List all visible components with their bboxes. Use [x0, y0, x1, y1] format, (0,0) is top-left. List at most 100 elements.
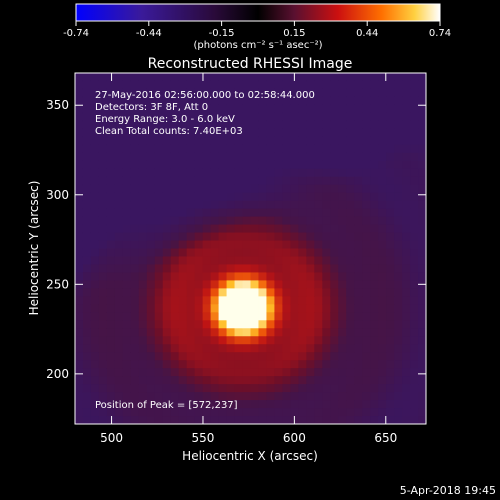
heatmap-cell: [114, 136, 124, 146]
heatmap-cell: [186, 376, 196, 385]
heatmap-cell: [90, 104, 100, 114]
heatmap-cell: [178, 184, 188, 194]
heatmap-cell: [378, 160, 387, 170]
heatmap-cell: [330, 128, 339, 138]
heatmap-cell: [106, 200, 116, 210]
heatmap-cell: [178, 320, 188, 329]
heatmap-cell: [98, 280, 108, 289]
heatmap-cell: [82, 304, 92, 313]
colorbar-units: (photons cm⁻² s⁻¹ asec⁻²): [193, 40, 322, 51]
heatmap-cell: [122, 352, 132, 361]
heatmap-cell: [322, 344, 331, 353]
heatmap-cell: [82, 288, 92, 297]
heatmap-cell: [210, 176, 220, 186]
heatmap-cell: [338, 224, 347, 234]
heatmap-cell: [266, 144, 276, 154]
heatmap-cell: [130, 80, 140, 90]
heatmap-cell: [402, 240, 411, 250]
heatmap-cell: [146, 80, 156, 90]
heatmap-cell: [282, 384, 291, 393]
heatmap-cell: [226, 368, 236, 377]
heatmap-cell: [114, 360, 124, 369]
heatmap-cell: [402, 168, 411, 178]
heatmap-cell: [298, 312, 307, 321]
heatmap-cell: [106, 296, 116, 305]
heatmap-cell: [402, 120, 411, 130]
heatmap-cell: [274, 264, 284, 274]
heatmap-cell: [146, 168, 156, 178]
heatmap-cell: [410, 256, 419, 266]
heatmap-cell: [314, 184, 323, 194]
heatmap-cell: [210, 328, 220, 337]
heatmap-cell: [330, 288, 339, 297]
heatmap-cell: [410, 296, 419, 305]
heatmap-cell: [130, 240, 140, 250]
heatmap-cell: [146, 128, 156, 138]
heatmap-cell: [130, 112, 140, 122]
heatmap-cell: [75, 96, 84, 106]
heatmap-cell: [146, 200, 156, 210]
heatmap-cell: [114, 312, 124, 321]
heatmap-cell: [242, 280, 252, 289]
heatmap-cell: [106, 280, 116, 289]
heatmap-cell: [154, 152, 164, 162]
heatmap-cell: [394, 352, 403, 361]
heatmap-cell: [218, 88, 228, 98]
heatmap-cell: [274, 224, 284, 234]
heatmap-cell: [234, 336, 244, 345]
heatmap-cell: [106, 384, 116, 393]
heatmap-cell: [170, 208, 180, 218]
heatmap-cell: [218, 192, 228, 202]
heatmap-cell: [234, 80, 244, 90]
heatmap-cell: [266, 264, 276, 274]
heatmap-cell: [274, 80, 284, 90]
heatmap-cell: [146, 280, 156, 289]
heatmap-cell: [298, 224, 307, 234]
heatmap-cell: [402, 296, 411, 305]
heatmap-cell: [378, 192, 387, 202]
heatmap-cell: [322, 80, 331, 90]
heatmap-cell: [82, 360, 92, 369]
heatmap-cell: [298, 304, 307, 313]
heatmap-cell: [130, 184, 140, 194]
heatmap-cell: [314, 192, 323, 202]
heatmap-cell: [114, 240, 124, 250]
heatmap-cell: [386, 360, 395, 369]
heatmap-cell: [282, 104, 291, 114]
heatmap-cell: [170, 73, 180, 82]
heatmap-cell: [346, 73, 355, 82]
heatmap-cell: [98, 160, 108, 170]
heatmap-cell: [218, 280, 228, 289]
heatmap-cell: [402, 360, 411, 369]
heatmap-cell: [282, 368, 291, 377]
heatmap-cell: [218, 320, 228, 329]
heatmap-cell: [386, 184, 395, 194]
heatmap-cell: [362, 160, 371, 170]
heatmap-cell: [242, 344, 252, 353]
heatmap-cell: [402, 96, 411, 106]
heatmap-cell: [154, 280, 164, 289]
heatmap-cell: [218, 384, 228, 393]
heatmap-cell: [90, 408, 100, 417]
heatmap-cell: [266, 344, 276, 353]
heatmap-cell: [218, 216, 228, 226]
heatmap-cell: [226, 232, 236, 242]
heatmap-cell: [402, 416, 411, 424]
heatmap-cell: [386, 208, 395, 218]
heatmap-cell: [314, 352, 323, 361]
heatmap-cell: [362, 80, 371, 90]
heatmap-cell: [290, 240, 299, 250]
heatmap-cell: [346, 336, 355, 345]
heatmap-cell: [346, 144, 355, 154]
heatmap-cell: [378, 224, 387, 234]
heatmap-cell: [378, 416, 387, 424]
heatmap-cell: [274, 160, 284, 170]
heatmap-cell: [362, 104, 371, 114]
heatmap-cell: [282, 200, 291, 210]
heatmap-cell: [394, 304, 403, 313]
heatmap-cell: [90, 168, 100, 178]
heatmap-cell: [266, 280, 276, 289]
heatmap-cell: [290, 160, 299, 170]
heatmap-cell: [98, 200, 108, 210]
heatmap-cell: [378, 352, 387, 361]
